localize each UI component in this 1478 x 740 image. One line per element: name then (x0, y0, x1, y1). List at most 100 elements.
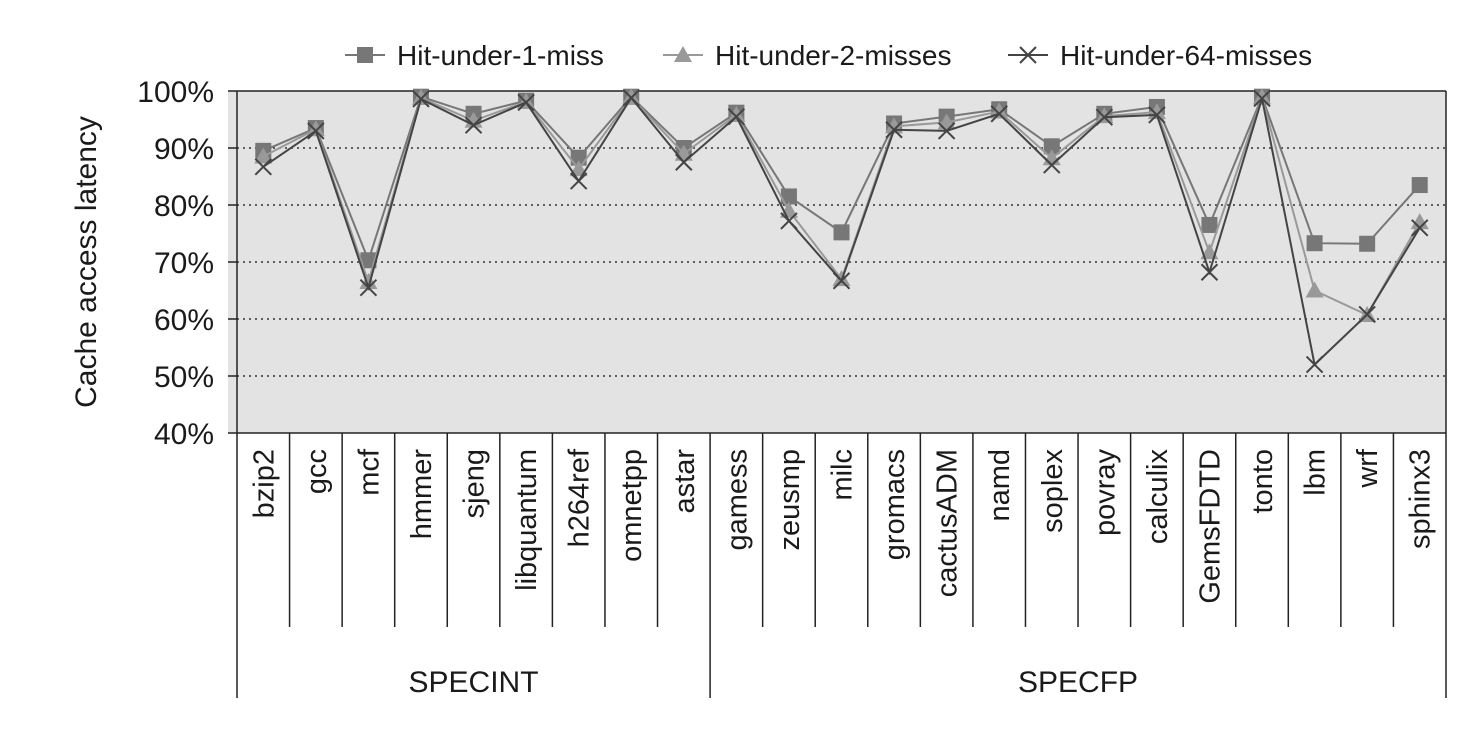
x-tick-label: gcc (301, 449, 333, 494)
data-point (727, 107, 746, 126)
x-tick-label: omnetpp (616, 449, 648, 562)
data-point-stroke (885, 121, 903, 139)
x-tick-label: calculix (1142, 449, 1174, 545)
data-point (464, 116, 483, 134)
data-point (254, 158, 272, 176)
data-point (675, 153, 693, 171)
x-tick-label: sjeng (459, 449, 491, 518)
data-point (412, 90, 430, 108)
data-point-stroke (990, 105, 1008, 123)
legend-item: Hit-under-1-miss (345, 40, 604, 71)
data-point (1411, 219, 1429, 237)
data-point (359, 272, 378, 289)
data-point-stroke (1148, 106, 1166, 124)
x-tick-label: GemsFDTD (1194, 449, 1226, 604)
data-point (1148, 106, 1166, 124)
data-point-stroke (569, 172, 588, 190)
data-point (306, 120, 325, 137)
data-point (254, 147, 273, 164)
data-point-stroke (1095, 108, 1114, 126)
data-point (1043, 156, 1061, 174)
data-point-stroke (1358, 305, 1376, 324)
data-point (1306, 235, 1323, 252)
data-point-stroke (517, 93, 535, 112)
data-point (885, 121, 903, 139)
series-group (254, 88, 1429, 374)
data-point (1411, 177, 1428, 194)
data-point-stroke (1043, 156, 1061, 174)
data-point (1253, 89, 1271, 108)
data-point (357, 47, 373, 63)
data-point (1253, 88, 1272, 105)
data-point (780, 212, 798, 230)
data-point (307, 122, 325, 140)
data-point-stroke (359, 278, 378, 297)
data-point (990, 105, 1008, 123)
data-point (780, 188, 797, 205)
data-point (360, 252, 377, 269)
legend-label: Hit-under-1-miss (397, 40, 604, 71)
x-tick-label: libquantum (511, 449, 543, 591)
data-point-stroke (780, 212, 798, 230)
legend-label: Hit-under-64-misses (1060, 40, 1312, 71)
data-point (674, 46, 692, 62)
data-point (937, 122, 956, 140)
data-point (517, 93, 535, 112)
data-point-stroke (1019, 46, 1037, 64)
y-tick-label: 100% (137, 76, 214, 109)
data-point-stroke (307, 122, 325, 140)
y-axis-label: Cache access latency (70, 116, 103, 408)
data-point-stroke (622, 89, 640, 107)
series-hit-under-64-misses (254, 89, 1429, 374)
y-tick-label: 70% (154, 247, 214, 280)
x-tick-label: wrf (1352, 448, 1384, 489)
data-point-stroke (1305, 355, 1324, 374)
data-point (832, 272, 851, 290)
y-tick-label: 60% (154, 304, 214, 337)
y-axis-ticks: 40% 50% 60% 70% 80% 90% 100% (137, 76, 237, 451)
x-tick-label: soplex (1037, 449, 1069, 533)
group-label: SPECFP (1018, 666, 1138, 699)
x-tick-label: zeusmp (774, 449, 806, 551)
data-point (1200, 263, 1219, 281)
data-point (1410, 213, 1429, 230)
x-tick-label: bzip2 (248, 449, 280, 518)
x-tick-label: sphinx3 (1405, 449, 1437, 549)
data-point (570, 149, 587, 166)
data-point-stroke (727, 107, 746, 126)
data-point (727, 105, 746, 122)
x-tick-label: lbm (1300, 449, 1332, 496)
y-tick-label: 40% (154, 418, 214, 451)
x-tick-label: hmmer (406, 449, 438, 540)
y-tick-label: 50% (154, 361, 214, 394)
data-point (1305, 355, 1324, 374)
group-label: SPECINT (409, 666, 539, 699)
data-point-stroke (1200, 263, 1219, 281)
x-tick-label: mcf (353, 448, 385, 496)
x-tick-label: povray (1089, 449, 1121, 537)
y-tick-label: 80% (154, 190, 214, 223)
data-point (1095, 108, 1114, 126)
legend-item: Hit-under-2-misses (663, 40, 952, 71)
x-tick-label: astar (669, 449, 701, 514)
data-point (622, 89, 640, 107)
x-tick-label: milc (827, 449, 859, 501)
x-tick-label: gromacs (879, 449, 911, 560)
x-axis: bzip2 gcc mcf hmmer sjeng libquantum h264ref om… (236, 90, 1447, 699)
data-point-stroke (412, 90, 430, 108)
data-point-stroke (464, 116, 483, 134)
data-point-stroke (254, 158, 272, 176)
data-point-stroke (1411, 219, 1429, 237)
data-point (1359, 235, 1376, 252)
data-point (569, 172, 588, 190)
x-tick-label: namd (984, 449, 1016, 522)
data-point-stroke (832, 272, 851, 290)
legend: Hit-under-1-miss Hit-under-2-misses Hit-un… (345, 40, 1312, 71)
legend-label: Hit-under-2-misses (715, 40, 952, 71)
data-point (1019, 46, 1037, 64)
data-point (359, 278, 378, 297)
data-point-stroke (937, 122, 956, 140)
x-tick-label: cactusADM (932, 449, 964, 597)
data-point (1358, 305, 1376, 324)
